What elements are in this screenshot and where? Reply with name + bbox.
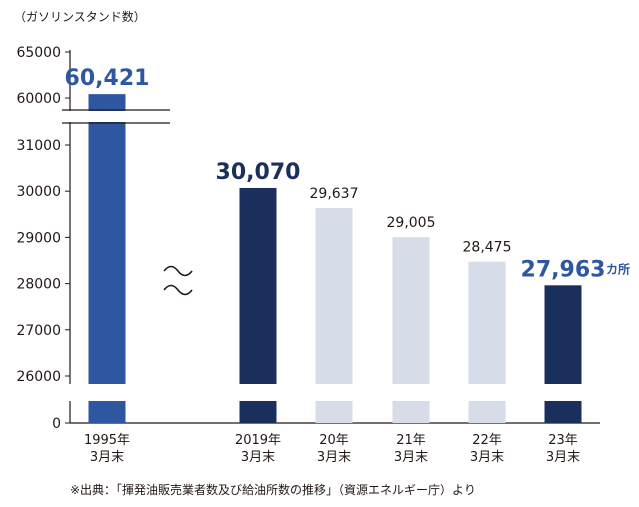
x-tick-label: 21年	[396, 433, 426, 448]
y-tick-label-lower: 27000	[16, 323, 61, 339]
x-tick-label: 3月末	[394, 450, 428, 465]
y-tick-label-lower: 28000	[16, 277, 61, 293]
x-tick-label: 23年	[548, 433, 578, 448]
bar	[544, 285, 582, 384]
y-tick-label-lower: 26000	[16, 369, 61, 385]
break-mark-tilde	[163, 284, 193, 296]
bar-stub	[315, 401, 353, 423]
data-label: 28,475	[463, 240, 512, 256]
y-tick-label-lower: 30000	[16, 184, 61, 200]
x-tick-label: 3月末	[90, 450, 124, 465]
data-label: 30,070	[216, 160, 301, 185]
data-label: 27,963	[521, 257, 606, 282]
bar	[392, 237, 430, 384]
bar-stub	[88, 401, 126, 423]
data-label: 60,421	[65, 66, 150, 91]
y-tick-label-upper: 65000	[16, 45, 61, 61]
bar	[88, 94, 126, 384]
x-tick-label: 3月末	[241, 450, 275, 465]
y-tick-label-lower: 31000	[16, 138, 61, 154]
bar-stub	[392, 401, 430, 423]
x-tick-label: 2019年	[235, 433, 281, 448]
bar	[315, 207, 353, 384]
bar	[239, 187, 277, 384]
data-label-unit: カ所	[606, 261, 630, 276]
x-tick-label: 1995年	[84, 433, 130, 448]
y-tick-label-upper: 60000	[16, 91, 61, 107]
x-tick-label: 20年	[319, 433, 349, 448]
bar-stub	[468, 401, 506, 423]
bar-stub	[239, 401, 277, 423]
bar	[468, 261, 506, 384]
y-tick-label-zero: 0	[52, 416, 61, 432]
bar-stub	[544, 401, 582, 423]
y-tick-label-lower: 29000	[16, 230, 61, 246]
data-label: 29,637	[310, 186, 359, 202]
data-label: 29,005	[387, 215, 436, 231]
lower-break-band	[62, 384, 600, 401]
x-tick-label: 3月末	[470, 450, 504, 465]
break-mark-tilde	[163, 265, 193, 277]
y-axis-unit-label: （ガソリンスタンド数）	[14, 10, 146, 24]
axis-break-gap	[62, 111, 172, 122]
x-tick-label: 3月末	[546, 450, 580, 465]
x-tick-label: 22年	[472, 433, 502, 448]
source-note: ※出典：「揮発油販売業者数及び給油所数の推移」（資源エネルギー庁）より	[70, 483, 476, 497]
x-tick-label: 3月末	[317, 450, 351, 465]
